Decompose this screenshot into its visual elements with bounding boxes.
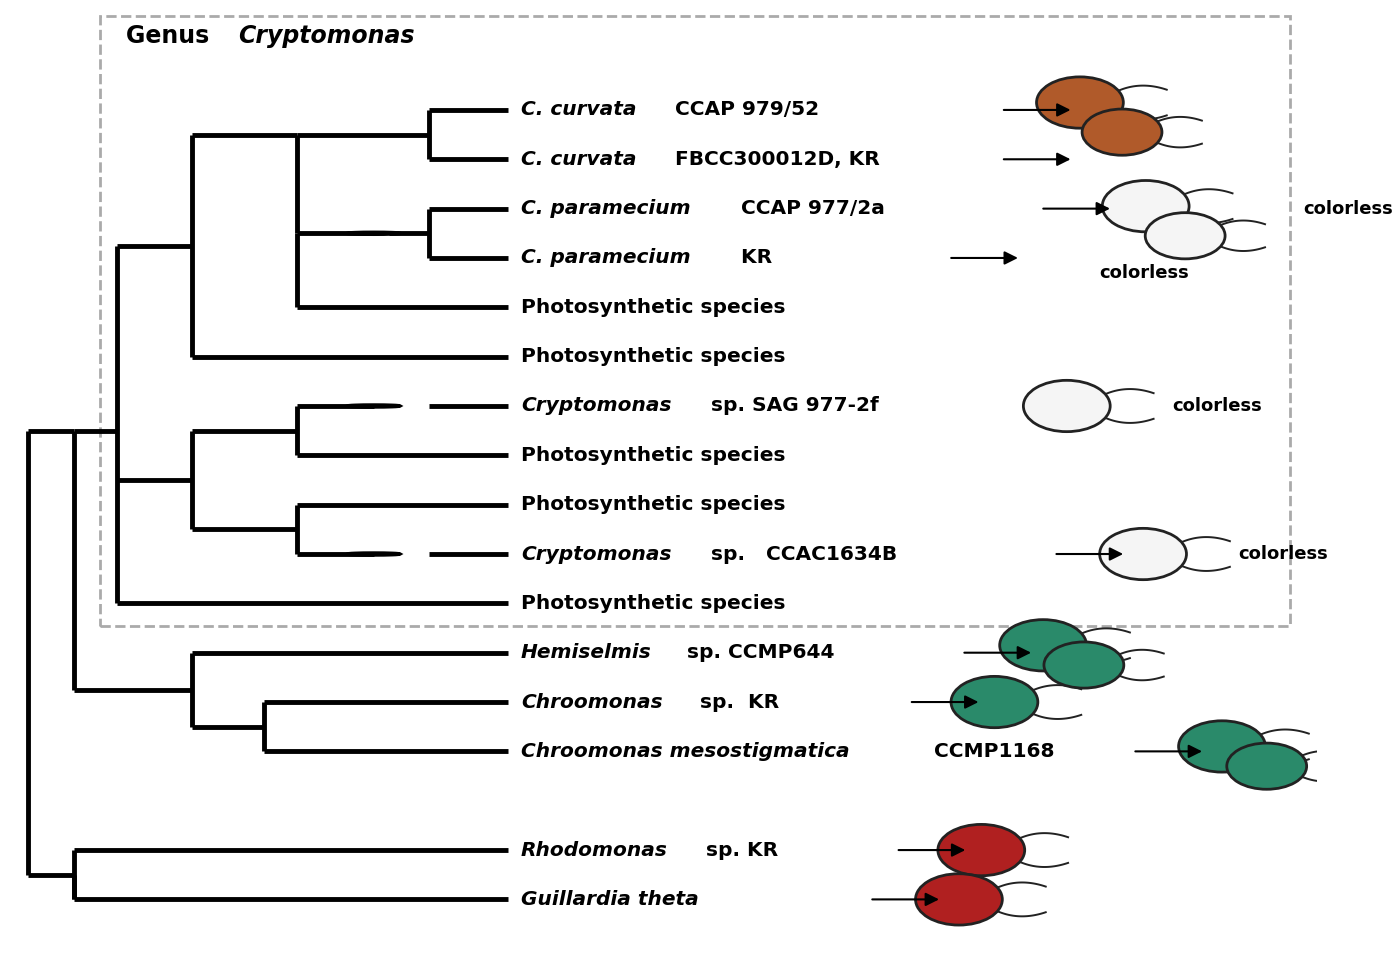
Circle shape — [348, 553, 400, 555]
Text: Rhodomonas: Rhodomonas — [521, 841, 668, 859]
Text: Guillardia theta: Guillardia theta — [521, 890, 698, 909]
Text: sp.  KR: sp. KR — [693, 692, 780, 711]
Ellipse shape — [1102, 180, 1189, 231]
Text: sp. SAG 977-2f: sp. SAG 977-2f — [704, 396, 879, 416]
Ellipse shape — [1083, 109, 1162, 156]
Ellipse shape — [1099, 528, 1186, 580]
Text: CCMP1168: CCMP1168 — [921, 742, 1055, 761]
Text: Photosynthetic species: Photosynthetic species — [521, 348, 785, 366]
Ellipse shape — [1044, 642, 1123, 688]
Text: Photosynthetic species: Photosynthetic species — [521, 445, 785, 465]
Text: CCAP 979/52: CCAP 979/52 — [661, 101, 820, 119]
Ellipse shape — [951, 677, 1038, 728]
Text: Cryptomonas: Cryptomonas — [521, 396, 672, 416]
Text: Chroomonas mesostigmatica: Chroomonas mesostigmatica — [521, 742, 849, 761]
Ellipse shape — [1179, 721, 1266, 772]
Text: FBCC300012D, KR: FBCC300012D, KR — [661, 150, 880, 169]
Circle shape — [348, 405, 400, 407]
Text: CCAP 977/2a: CCAP 977/2a — [726, 199, 884, 218]
Ellipse shape — [1000, 619, 1087, 671]
Text: C. paramecium: C. paramecium — [521, 249, 690, 268]
Text: sp. KR: sp. KR — [700, 841, 778, 859]
Text: sp. CCMP644: sp. CCMP644 — [680, 643, 834, 662]
Text: Cryptomonas: Cryptomonas — [521, 544, 672, 564]
Text: C. curvata: C. curvata — [521, 101, 637, 119]
Circle shape — [348, 232, 400, 234]
Text: colorless: colorless — [1303, 200, 1393, 218]
Text: Chroomonas: Chroomonas — [521, 692, 662, 711]
Ellipse shape — [937, 825, 1024, 876]
Ellipse shape — [1146, 213, 1225, 259]
Text: Photosynthetic species: Photosynthetic species — [521, 594, 785, 612]
Text: KR: KR — [726, 249, 773, 268]
Text: sp.   CCAC1634B: sp. CCAC1634B — [704, 544, 897, 564]
Ellipse shape — [1037, 77, 1123, 129]
Text: colorless: colorless — [1099, 264, 1189, 282]
Text: Photosynthetic species: Photosynthetic species — [521, 495, 785, 515]
Text: colorless: colorless — [1172, 397, 1261, 415]
Ellipse shape — [915, 874, 1002, 925]
Text: Hemiselmis: Hemiselmis — [521, 643, 651, 662]
Ellipse shape — [1024, 380, 1111, 432]
Text: colorless: colorless — [1238, 545, 1327, 563]
Text: C. curvata: C. curvata — [521, 150, 637, 169]
Text: Photosynthetic species: Photosynthetic species — [521, 298, 785, 317]
Text: Cryptomonas: Cryptomonas — [237, 24, 415, 48]
Text: Genus: Genus — [126, 24, 218, 48]
Text: C. paramecium: C. paramecium — [521, 199, 690, 218]
Ellipse shape — [1227, 743, 1306, 789]
